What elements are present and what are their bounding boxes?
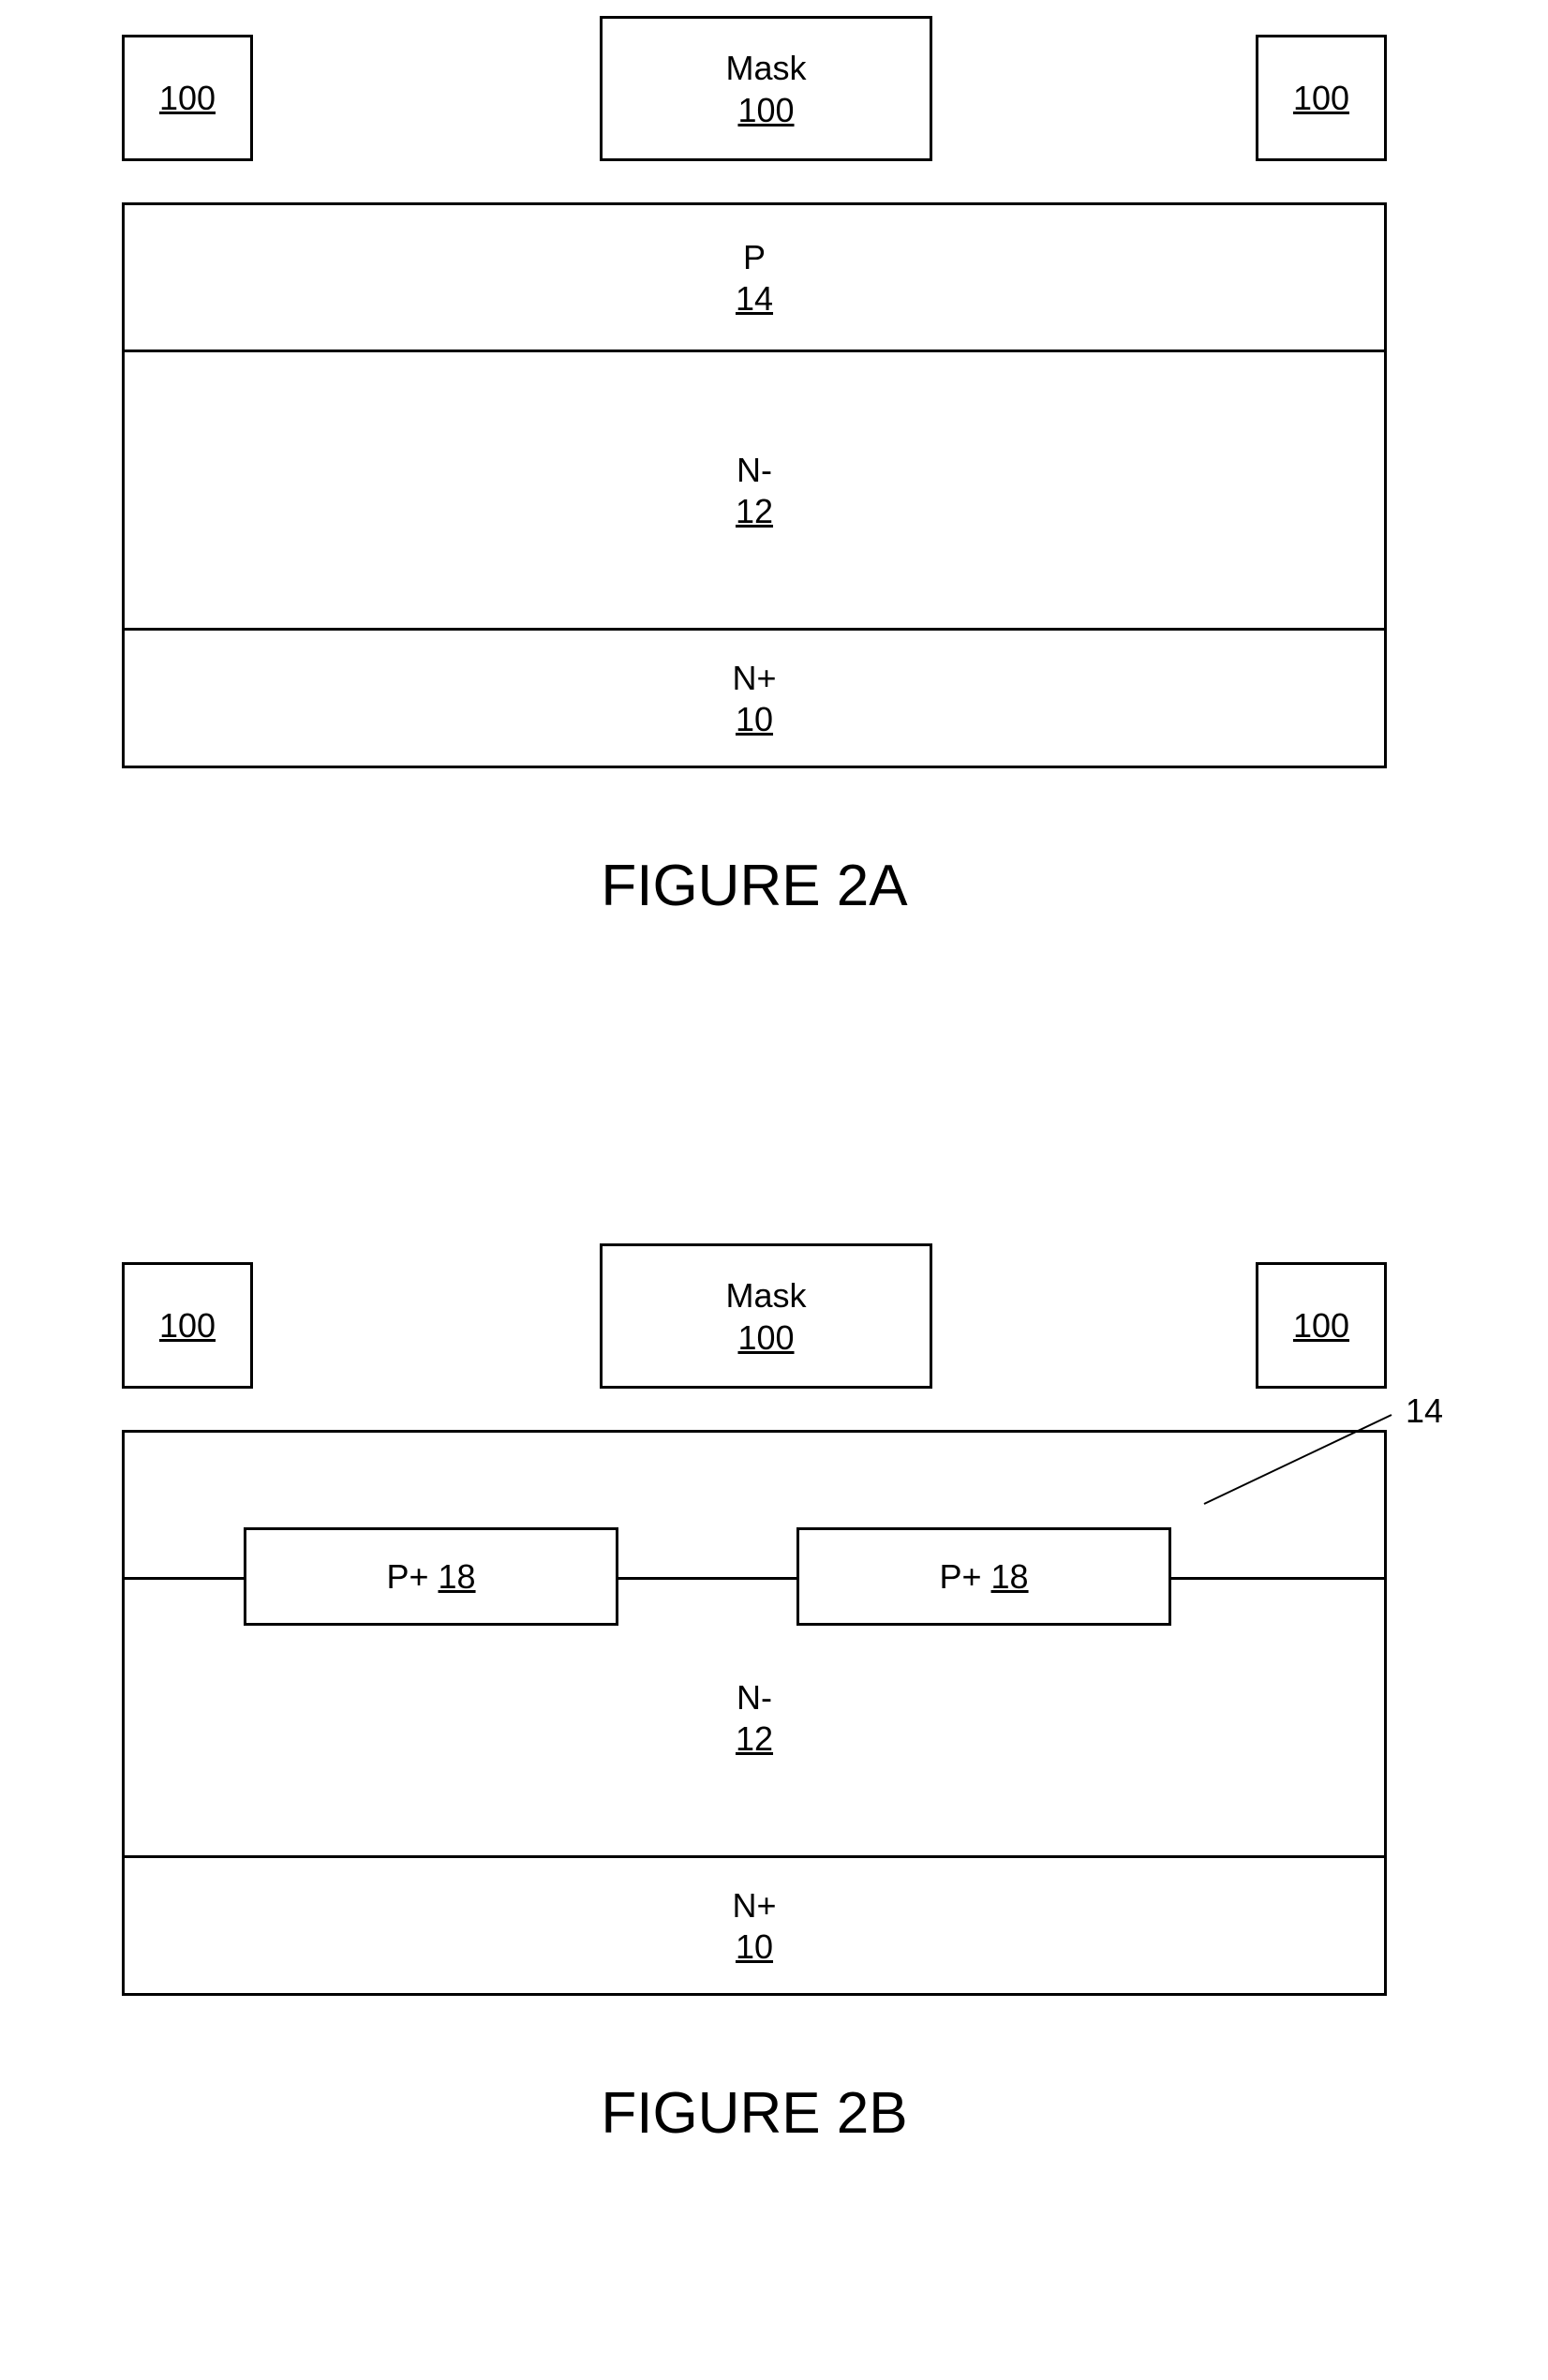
figure-2a-diagram: N+ 10 N- 12 P 14 100 Mask 100 100 — [122, 75, 1387, 768]
mask-center-label-b: Mask — [725, 1274, 806, 1318]
mask-left-a: 100 — [122, 35, 253, 161]
n-plus-num-a: 10 — [736, 700, 773, 739]
n-minus-label-b: N- — [737, 1676, 772, 1720]
mask-right-b: 100 — [1256, 1262, 1387, 1389]
mask-center-num-a: 100 — [737, 91, 794, 130]
p-plus-left-num: 18 — [439, 1557, 476, 1596]
layer-n-minus-a: N- 12 — [122, 350, 1387, 631]
n-minus-num-a: 12 — [736, 492, 773, 531]
figure-2b-caption: FIGURE 2B — [122, 2080, 1387, 2147]
mask-center-a: Mask 100 — [600, 16, 932, 161]
n-plus-label-a: N+ — [732, 657, 776, 701]
mask-right-a: 100 — [1256, 35, 1387, 161]
p-label-a: P — [743, 236, 766, 280]
p-plus-right-label: P+ — [939, 1557, 981, 1596]
figure-2a: N+ 10 N- 12 P 14 100 Mask 100 100 FIGURE… — [122, 75, 1387, 919]
p-plus-left-text: P+ 18 — [386, 1557, 475, 1597]
layer-n-plus-a: N+ 10 — [122, 628, 1387, 768]
mask-right-num-a: 100 — [1293, 79, 1349, 118]
p-plus-left-label: P+ — [386, 1557, 428, 1596]
mask-center-num-b: 100 — [737, 1318, 794, 1358]
figure-2b: N+ 10 N- 12 P+ 18 P+ 18 10 — [122, 1302, 1387, 2147]
n-minus-label-a: N- — [737, 449, 772, 493]
mask-center-label-a: Mask — [725, 47, 806, 91]
mask-right-num-b: 100 — [1293, 1306, 1349, 1346]
p-plus-right-b: P+ 18 — [796, 1527, 1171, 1626]
n-plus-label-b: N+ — [732, 1884, 776, 1928]
layer-p-a: P 14 — [122, 202, 1387, 352]
p-plus-right-num: 18 — [991, 1557, 1029, 1596]
mask-left-num-b: 100 — [159, 1306, 216, 1346]
p-num-a: 14 — [736, 279, 773, 319]
annotation-14-label: 14 — [1406, 1391, 1443, 1431]
mask-center-b: Mask 100 — [600, 1243, 932, 1389]
n-plus-num-b: 10 — [736, 1927, 773, 1967]
p-plus-left-b: P+ 18 — [244, 1527, 618, 1626]
mask-left-b: 100 — [122, 1262, 253, 1389]
figure-2b-diagram: N+ 10 N- 12 P+ 18 P+ 18 10 — [122, 1302, 1387, 1996]
mask-left-num-a: 100 — [159, 79, 216, 118]
p-plus-right-text: P+ 18 — [939, 1557, 1028, 1597]
n-minus-num-b: 12 — [736, 1719, 773, 1759]
annotation-line-14 — [1204, 1415, 1438, 1527]
figure-2a-caption: FIGURE 2A — [122, 853, 1387, 919]
layer-n-plus-b: N+ 10 — [122, 1855, 1387, 1996]
